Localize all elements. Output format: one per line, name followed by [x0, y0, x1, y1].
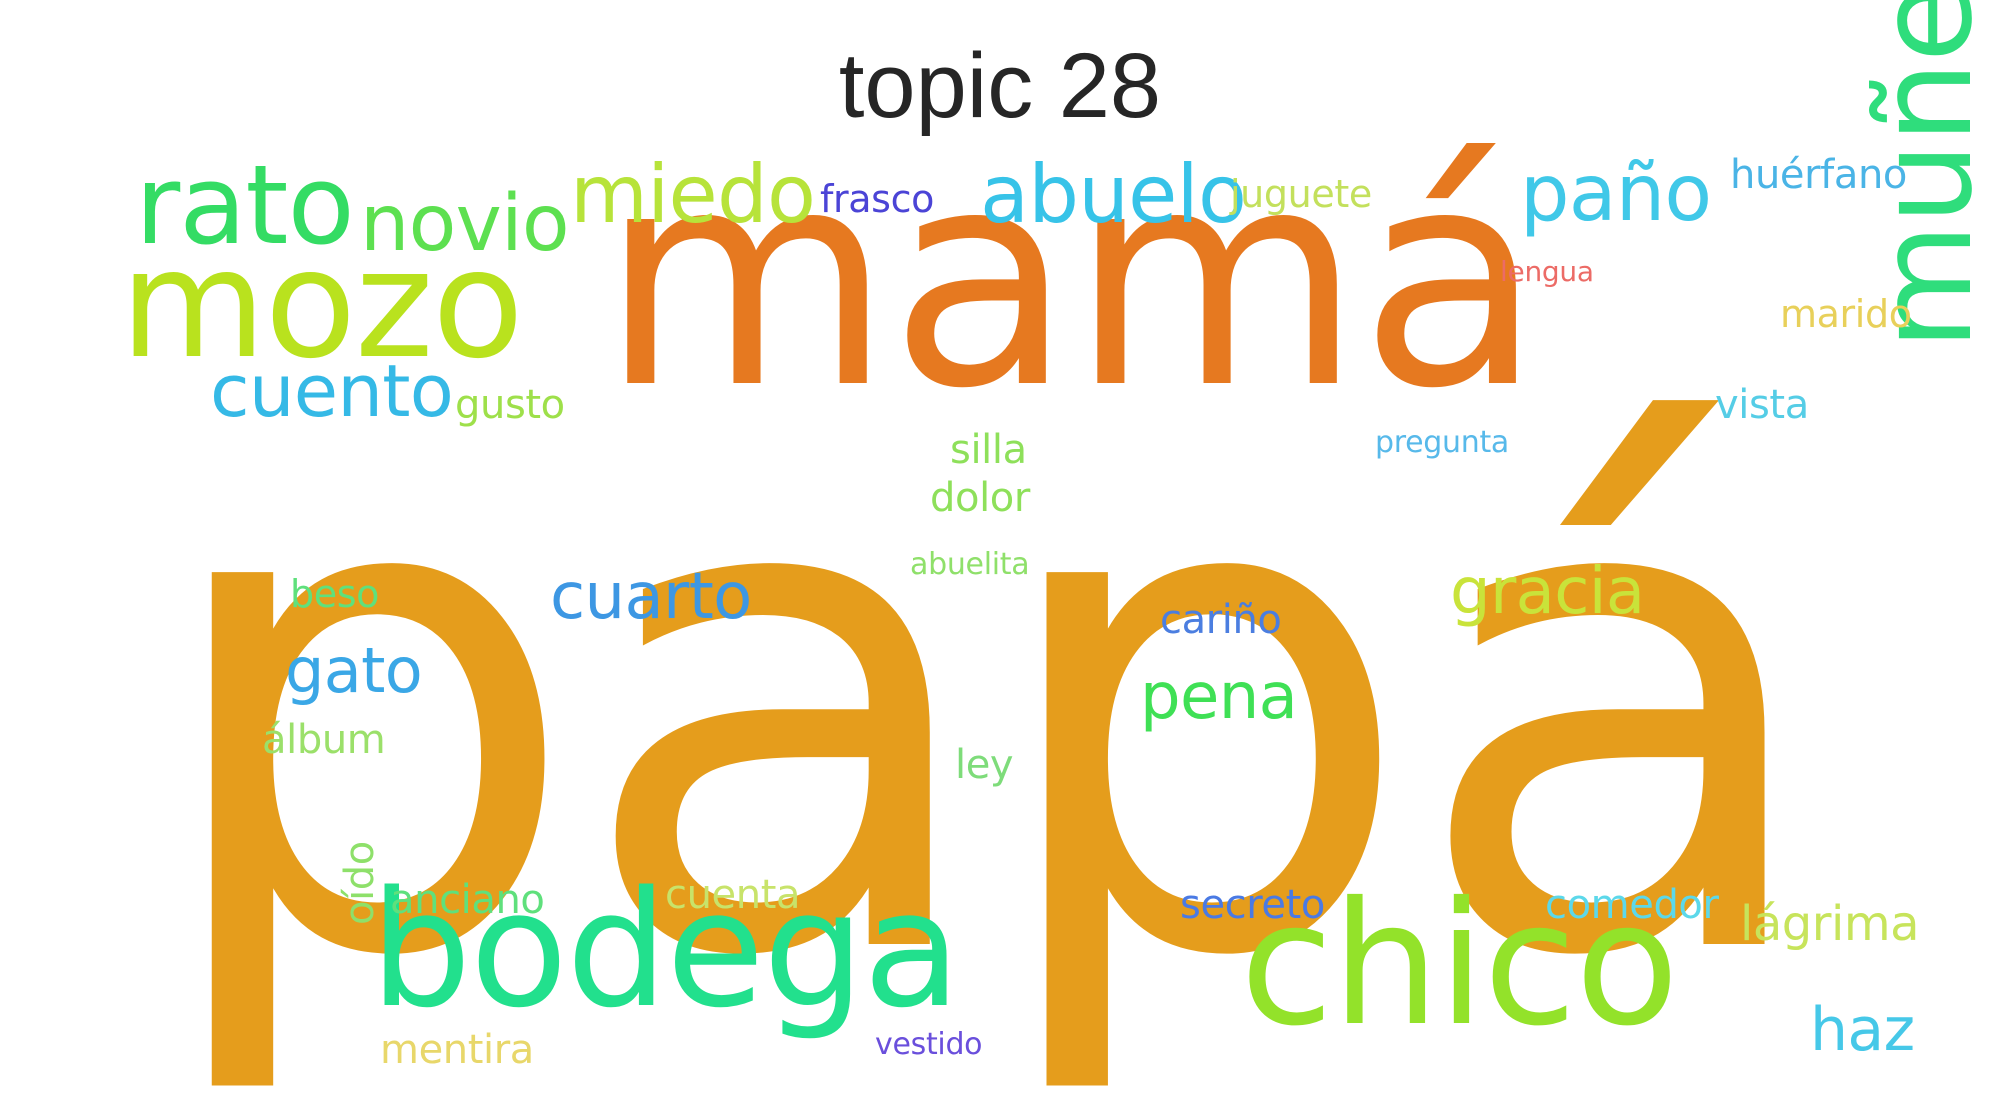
- cloud-word: huérfano: [1730, 152, 1907, 198]
- cloud-word: oído: [337, 841, 383, 925]
- cloud-word: silla: [950, 427, 1027, 473]
- cloud-word: beso: [290, 572, 380, 616]
- cloud-word: cuento: [210, 349, 454, 433]
- cloud-word: bodega: [370, 856, 961, 1043]
- cloud-word: pregunta: [1375, 425, 1509, 460]
- cloud-word: gracia: [1450, 555, 1645, 629]
- cloud-word: mamá: [600, 105, 1543, 454]
- cloud-word: vista: [1715, 382, 1809, 428]
- cloud-word: marido: [1780, 292, 1912, 336]
- cloud-word: frasco: [820, 177, 934, 221]
- cloud-word: juguete: [1230, 172, 1372, 216]
- cloud-word: secreto: [1180, 882, 1325, 928]
- cloud-word: abuelo: [980, 148, 1247, 241]
- cloud-word: novio: [360, 179, 570, 269]
- cloud-word: chico: [1240, 866, 1679, 1064]
- cloud-word: cariño: [1160, 597, 1282, 643]
- cloud-word: cuarto: [550, 560, 752, 634]
- cloud-word: papá: [150, 314, 1826, 1105]
- cloud-word: mentira: [380, 1027, 534, 1073]
- cloud-word: paño: [1520, 149, 1712, 239]
- cloud-word: gusto: [455, 382, 565, 428]
- cloud-word: haz: [1810, 995, 1915, 1065]
- cloud-word: anciano: [390, 877, 545, 923]
- cloud-word: mozo: [120, 218, 524, 392]
- cloud-word: álbum: [262, 717, 386, 763]
- cloud-word: abuelita: [910, 547, 1030, 582]
- cloud-word: miedo: [570, 148, 816, 241]
- cloud-word: ley: [955, 742, 1014, 788]
- cloud-word: comedor: [1545, 882, 1719, 928]
- cloud-word: pena: [1140, 660, 1298, 734]
- cloud-word: lengua: [1500, 255, 1594, 288]
- cloud-word: vestido: [875, 1027, 983, 1062]
- cloud-word: lágrima: [1740, 896, 1920, 952]
- cloud-word: dolor: [930, 475, 1030, 521]
- cloud-word: cuenta: [665, 872, 801, 918]
- chart-title: topic 28: [838, 35, 1162, 137]
- cloud-word: rato: [135, 141, 355, 269]
- cloud-word: gato: [285, 634, 423, 707]
